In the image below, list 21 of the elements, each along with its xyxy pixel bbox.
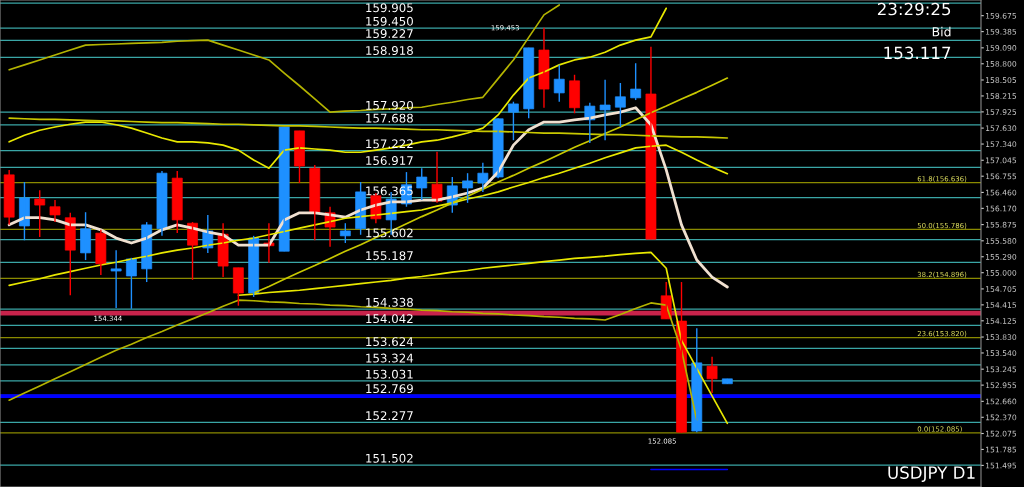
text: USDJPY D1 [888,466,975,482]
text: 23:29:25 [877,2,951,16]
text: 153.117 [884,46,951,60]
ref-line-label: 159.227 [366,29,413,39]
text: Bid [932,26,951,37]
ref-line-label: 153.031 [366,369,413,379]
ref-line-label: 155.187 [366,251,413,261]
ref-line-label: 154.042 [366,314,413,324]
ref-line-label: 159.905 [366,3,413,13]
ref-line-label: 154.338 [366,297,413,307]
ref-line-label: 152.769 [366,384,413,394]
ref-line-label: 157.688 [366,113,413,123]
ref-line-label: 152.277 [366,411,413,421]
ref-line-label: 151.502 [366,453,413,463]
ref-line-label: 153.624 [366,337,414,347]
ref-line-label: 157.920 [366,100,413,110]
ref-line-label: 157.222 [366,139,413,149]
ref-line-label: 153.324 [366,353,414,363]
ref-line-label: 159.450 [366,16,413,26]
ref-line-label: 158.918 [366,46,413,55]
ref-line-label: 156.917 [366,156,413,166]
